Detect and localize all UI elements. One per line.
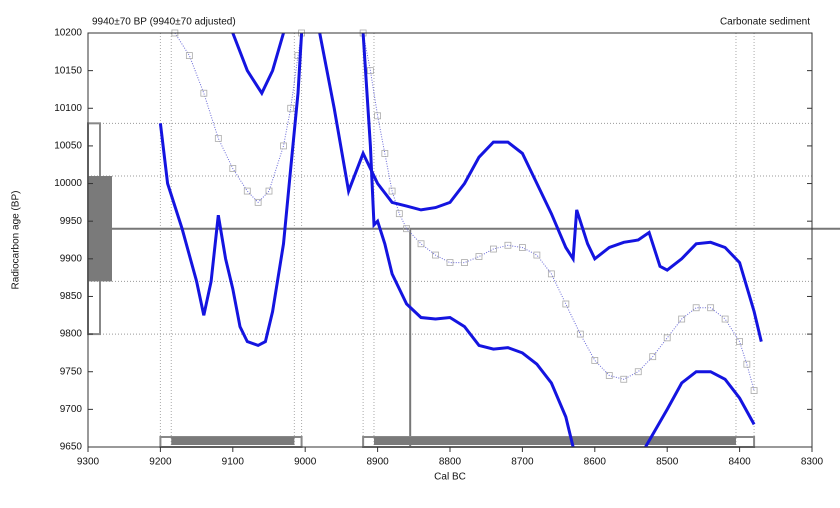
curve-point xyxy=(403,225,410,233)
curve-point xyxy=(533,251,541,259)
y-tick-label: 9650 xyxy=(60,442,83,453)
x-tick-label: 8500 xyxy=(656,457,679,468)
curve-point xyxy=(721,315,729,323)
x-tick-label: 8700 xyxy=(511,457,534,468)
curve-point xyxy=(432,251,439,259)
y-tick-label: 10050 xyxy=(54,141,82,152)
x-tick-label: 9300 xyxy=(77,457,100,468)
one-sigma-range xyxy=(171,437,295,445)
envelope-line xyxy=(231,33,763,342)
curve-point xyxy=(519,244,526,251)
x-tick-label: 8400 xyxy=(728,457,751,468)
curve-point xyxy=(663,334,671,342)
curve-point xyxy=(388,187,396,195)
curve-point xyxy=(547,270,555,278)
curve-point xyxy=(265,187,273,195)
y-tick-label: 9750 xyxy=(60,366,83,377)
y-axis-label: Radiocarbon age (BP) xyxy=(11,191,22,290)
curve-point xyxy=(243,187,251,195)
curve-point xyxy=(287,104,295,112)
y-tick-label: 10100 xyxy=(54,103,82,114)
y-tick-label: 9950 xyxy=(60,216,83,227)
curve-point xyxy=(461,259,468,266)
curve-point xyxy=(446,259,454,266)
curve-point xyxy=(280,142,287,150)
x-tick-label: 9000 xyxy=(294,457,317,468)
x-tick-label: 8900 xyxy=(366,457,389,468)
curve-point xyxy=(504,241,512,249)
y-tick-label: 10150 xyxy=(54,65,82,76)
y-tick-label: 10200 xyxy=(54,28,82,39)
curve-point xyxy=(707,304,715,312)
curve-point xyxy=(381,150,389,157)
y-tick-label: 9850 xyxy=(60,291,83,302)
curve-point xyxy=(605,372,613,379)
x-tick-label: 9200 xyxy=(149,457,172,468)
curve-point xyxy=(417,240,425,248)
curve-point xyxy=(229,165,237,172)
curve-point xyxy=(200,89,208,97)
curve-point xyxy=(750,387,758,394)
envelope-line xyxy=(158,33,756,447)
y-tick-label: 9700 xyxy=(60,404,83,415)
curve-point xyxy=(634,368,642,376)
curve-point xyxy=(562,300,570,308)
chart-title: 9940±70 BP (9940±70 adjusted) xyxy=(92,17,236,28)
curve-point xyxy=(214,134,222,142)
x-tick-label: 9100 xyxy=(222,457,245,468)
curve-point xyxy=(649,353,657,361)
x-tick-label: 8300 xyxy=(801,457,824,468)
y-tick-label: 9800 xyxy=(60,329,83,340)
curve-point xyxy=(254,198,262,206)
one-sigma-range xyxy=(373,437,736,445)
curve-point xyxy=(620,375,628,383)
one-sigma-age xyxy=(88,176,112,282)
curve-point xyxy=(678,315,686,323)
curve-point xyxy=(576,330,584,338)
curve-point xyxy=(490,245,497,253)
chart-subtitle: Carbonate sediment xyxy=(720,17,810,28)
plot-frame xyxy=(87,32,813,448)
curve-point xyxy=(366,67,374,75)
y-tick-label: 9900 xyxy=(60,253,83,264)
curve-point xyxy=(475,253,483,260)
curve-point xyxy=(395,210,403,218)
curve-point xyxy=(692,304,700,312)
x-tick-label: 8600 xyxy=(584,457,607,468)
calibration-curve xyxy=(174,33,755,391)
y-tick-label: 10000 xyxy=(54,178,82,189)
curve-point xyxy=(374,112,382,120)
x-axis-label: Cal BC xyxy=(434,472,466,483)
curve-point xyxy=(743,360,751,368)
curve-point xyxy=(736,338,743,346)
curve-point xyxy=(185,52,193,59)
curve-point xyxy=(591,357,599,364)
x-tick-label: 8800 xyxy=(439,457,462,468)
